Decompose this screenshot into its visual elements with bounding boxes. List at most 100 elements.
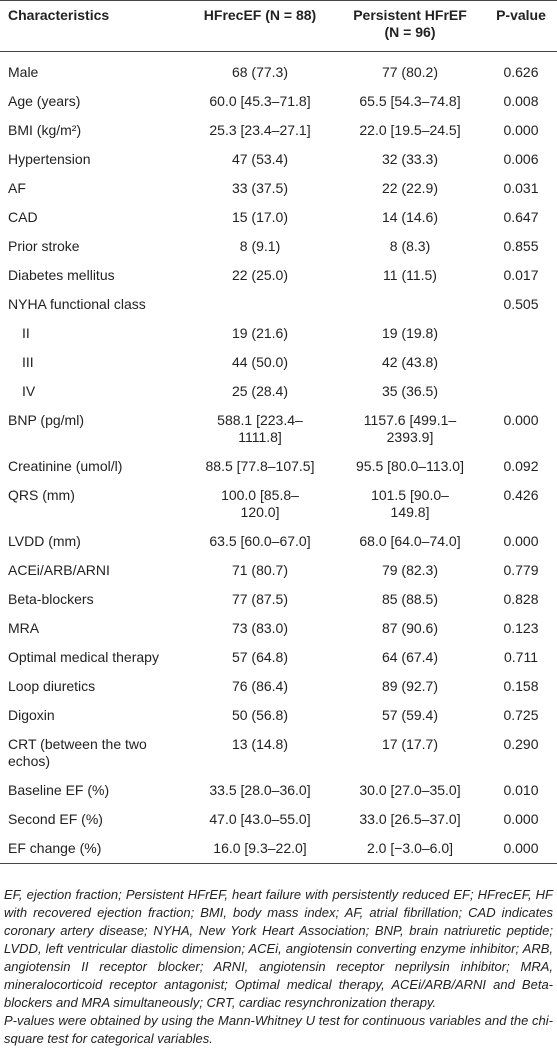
row-label: Loop diuretics bbox=[8, 678, 96, 694]
header-cell: Persistent HFrEF (N = 96) bbox=[335, 0, 485, 52]
table-row: Baseline EF (%) 33.5 [28.0–36.0] 30.0 [27.… bbox=[0, 776, 557, 805]
cell: 0.626 bbox=[503, 64, 539, 80]
table-row: EF change (%) 16.0 [9.3–22.0] 2.0 [−3.0–6.… bbox=[0, 834, 557, 864]
cell: 30.0 [27.0–35.0] bbox=[359, 782, 461, 798]
cell: 0.031 bbox=[503, 180, 539, 196]
cell: 11 (11.5) bbox=[383, 267, 437, 283]
cell: 0.779 bbox=[503, 562, 539, 578]
row-label: BMI (kg/m²) bbox=[8, 122, 82, 138]
table-row: BMI (kg/m²) 25.3 [23.4–27.1] 22.0 [19.5–24… bbox=[0, 116, 557, 145]
cell bbox=[335, 290, 485, 319]
cell: 63.5 [60.0–67.0] bbox=[209, 533, 311, 549]
cell: 47 (53.4) bbox=[231, 151, 289, 167]
cell: 0.092 bbox=[503, 458, 539, 474]
cell: 33.5 [28.0–36.0] bbox=[209, 782, 311, 798]
cell: 22 (22.9) bbox=[381, 180, 439, 196]
cell: 77 (80.2) bbox=[381, 64, 439, 80]
row-label: Digoxin bbox=[8, 707, 55, 723]
cell: 2.0 [−3.0–6.0] bbox=[335, 834, 485, 864]
header-cell: P-value bbox=[485, 0, 557, 52]
cell: 14 (14.6) bbox=[381, 209, 439, 225]
cell: 19 (21.6) bbox=[231, 325, 289, 341]
cell: 0.000 bbox=[485, 834, 557, 864]
row-label: Diabetes mellitus bbox=[8, 267, 115, 283]
table-row: AF 33 (37.5) 22 (22.9) 0.031 bbox=[0, 174, 557, 203]
cell: 25.3 [23.4–27.1] bbox=[209, 122, 311, 138]
cell: 76 (86.4) bbox=[231, 678, 289, 694]
row-label: IV bbox=[22, 383, 36, 399]
table-body: Male 68 (77.3) 77 (80.2) 0.626 Age (years) 60… bbox=[0, 52, 557, 864]
row-label: Beta-blockers bbox=[8, 591, 94, 607]
cell: 42 (43.8) bbox=[381, 354, 439, 370]
row-label: QRS (mm) bbox=[8, 487, 75, 503]
table-row: Beta-blockers 77 (87.5) 85 (88.5) 0.828 bbox=[0, 585, 557, 614]
cell: 71 (80.7) bbox=[231, 562, 289, 578]
table-row: IV 25 (28.4) 35 (36.5) bbox=[0, 377, 557, 406]
table-row: II 19 (21.6) 19 (19.8) bbox=[0, 319, 557, 348]
cell: 32 (33.3) bbox=[381, 151, 439, 167]
cell bbox=[485, 377, 557, 406]
table-row: Prior stroke 8 (9.1) 8 (8.3) 0.855 bbox=[0, 232, 557, 261]
cell: 0.000 bbox=[503, 811, 539, 827]
header-cell: Characteristics bbox=[0, 0, 185, 52]
table-row: BNP (pg/ml) 588.1 [223.4–1111.8] 1157.6 [4… bbox=[0, 406, 557, 452]
cell: 85 (88.5) bbox=[381, 591, 439, 607]
cell: 100.0 [85.8–120.0] bbox=[221, 487, 299, 520]
cell: 0.017 bbox=[503, 267, 539, 283]
header-cell: HFrecEF (N = 88) bbox=[185, 0, 335, 52]
cell: 44 (50.0) bbox=[231, 354, 289, 370]
cell: 57 (64.8) bbox=[231, 649, 289, 665]
footnotes: EF, ejection fraction; Persistent HFrEF,… bbox=[0, 864, 557, 1048]
cell: 0.505 bbox=[503, 296, 539, 312]
row-label: BNP (pg/ml) bbox=[8, 412, 84, 428]
row-label: Optimal medical therapy bbox=[8, 649, 159, 665]
row-label: CRT (between the two echos) bbox=[8, 736, 147, 769]
cell: 25 (28.4) bbox=[231, 383, 289, 399]
cell: 22 (25.0) bbox=[231, 267, 289, 283]
cell: 33.0 [26.5–37.0] bbox=[359, 811, 461, 827]
table-row: Age (years) 60.0 [45.3–71.8] 65.5 [54.3–74… bbox=[0, 87, 557, 116]
cell: 0.855 bbox=[503, 238, 539, 254]
header-row: Characteristics HFrecEF (N = 88) Persisten… bbox=[0, 0, 557, 52]
row-label: Age (years) bbox=[8, 93, 81, 109]
cell: 50 (56.8) bbox=[231, 707, 289, 723]
footnote: P-values were obtained by using the Mann… bbox=[4, 1013, 553, 1046]
row-label: III bbox=[22, 354, 34, 370]
cell: 0.290 bbox=[503, 736, 539, 752]
table-row: Male 68 (77.3) 77 (80.2) 0.626 bbox=[0, 52, 557, 88]
cell: 0.000 bbox=[503, 412, 539, 428]
cell: 68.0 [64.0–74.0] bbox=[359, 533, 461, 549]
cell: 1157.6 [499.1–2393.9] bbox=[363, 412, 457, 445]
cell: 89 (92.7) bbox=[381, 678, 439, 694]
cell: 0.426 bbox=[503, 487, 539, 503]
cell: 8 (9.1) bbox=[239, 238, 281, 254]
cell: 19 (19.8) bbox=[381, 325, 439, 341]
footnote: EF, ejection fraction; Persistent HFrEF,… bbox=[4, 887, 553, 1010]
table-row: LVDD (mm) 63.5 [60.0–67.0] 68.0 [64.0–74.0… bbox=[0, 527, 557, 556]
cell: 57 (59.4) bbox=[381, 707, 439, 723]
cell: 73 (83.0) bbox=[231, 620, 289, 636]
cell: 0.006 bbox=[503, 151, 539, 167]
table-row: Digoxin 50 (56.8) 57 (59.4) 0.725 bbox=[0, 701, 557, 730]
table-row: Second EF (%) 47.0 [43.0–55.0] 33.0 [26.5–… bbox=[0, 805, 557, 834]
table-row: MRA 73 (83.0) 87 (90.6) 0.123 bbox=[0, 614, 557, 643]
data-table: Characteristics HFrecEF (N = 88) Persisten… bbox=[0, 0, 557, 864]
cell: 0.158 bbox=[503, 678, 539, 694]
row-label: Male bbox=[8, 64, 39, 80]
row-label: MRA bbox=[8, 620, 40, 636]
row-label: ACEi/ARB/ARNI bbox=[8, 562, 110, 578]
cell: 77 (87.5) bbox=[231, 591, 289, 607]
cell bbox=[485, 319, 557, 348]
row-label: AF bbox=[8, 180, 26, 196]
cell: 65.5 [54.3–74.8] bbox=[359, 93, 461, 109]
row-label: NYHA functional class bbox=[8, 296, 146, 312]
cell bbox=[485, 348, 557, 377]
table-header: Characteristics HFrecEF (N = 88) Persisten… bbox=[0, 0, 557, 52]
cell: 33 (37.5) bbox=[231, 180, 289, 196]
table-row: Optimal medical therapy 57 (64.8) 64 (67.4… bbox=[0, 643, 557, 672]
table-row: Hypertension 47 (53.4) 32 (33.3) 0.006 bbox=[0, 145, 557, 174]
cell: 0.828 bbox=[503, 591, 539, 607]
cell: 8 (8.3) bbox=[389, 238, 431, 254]
